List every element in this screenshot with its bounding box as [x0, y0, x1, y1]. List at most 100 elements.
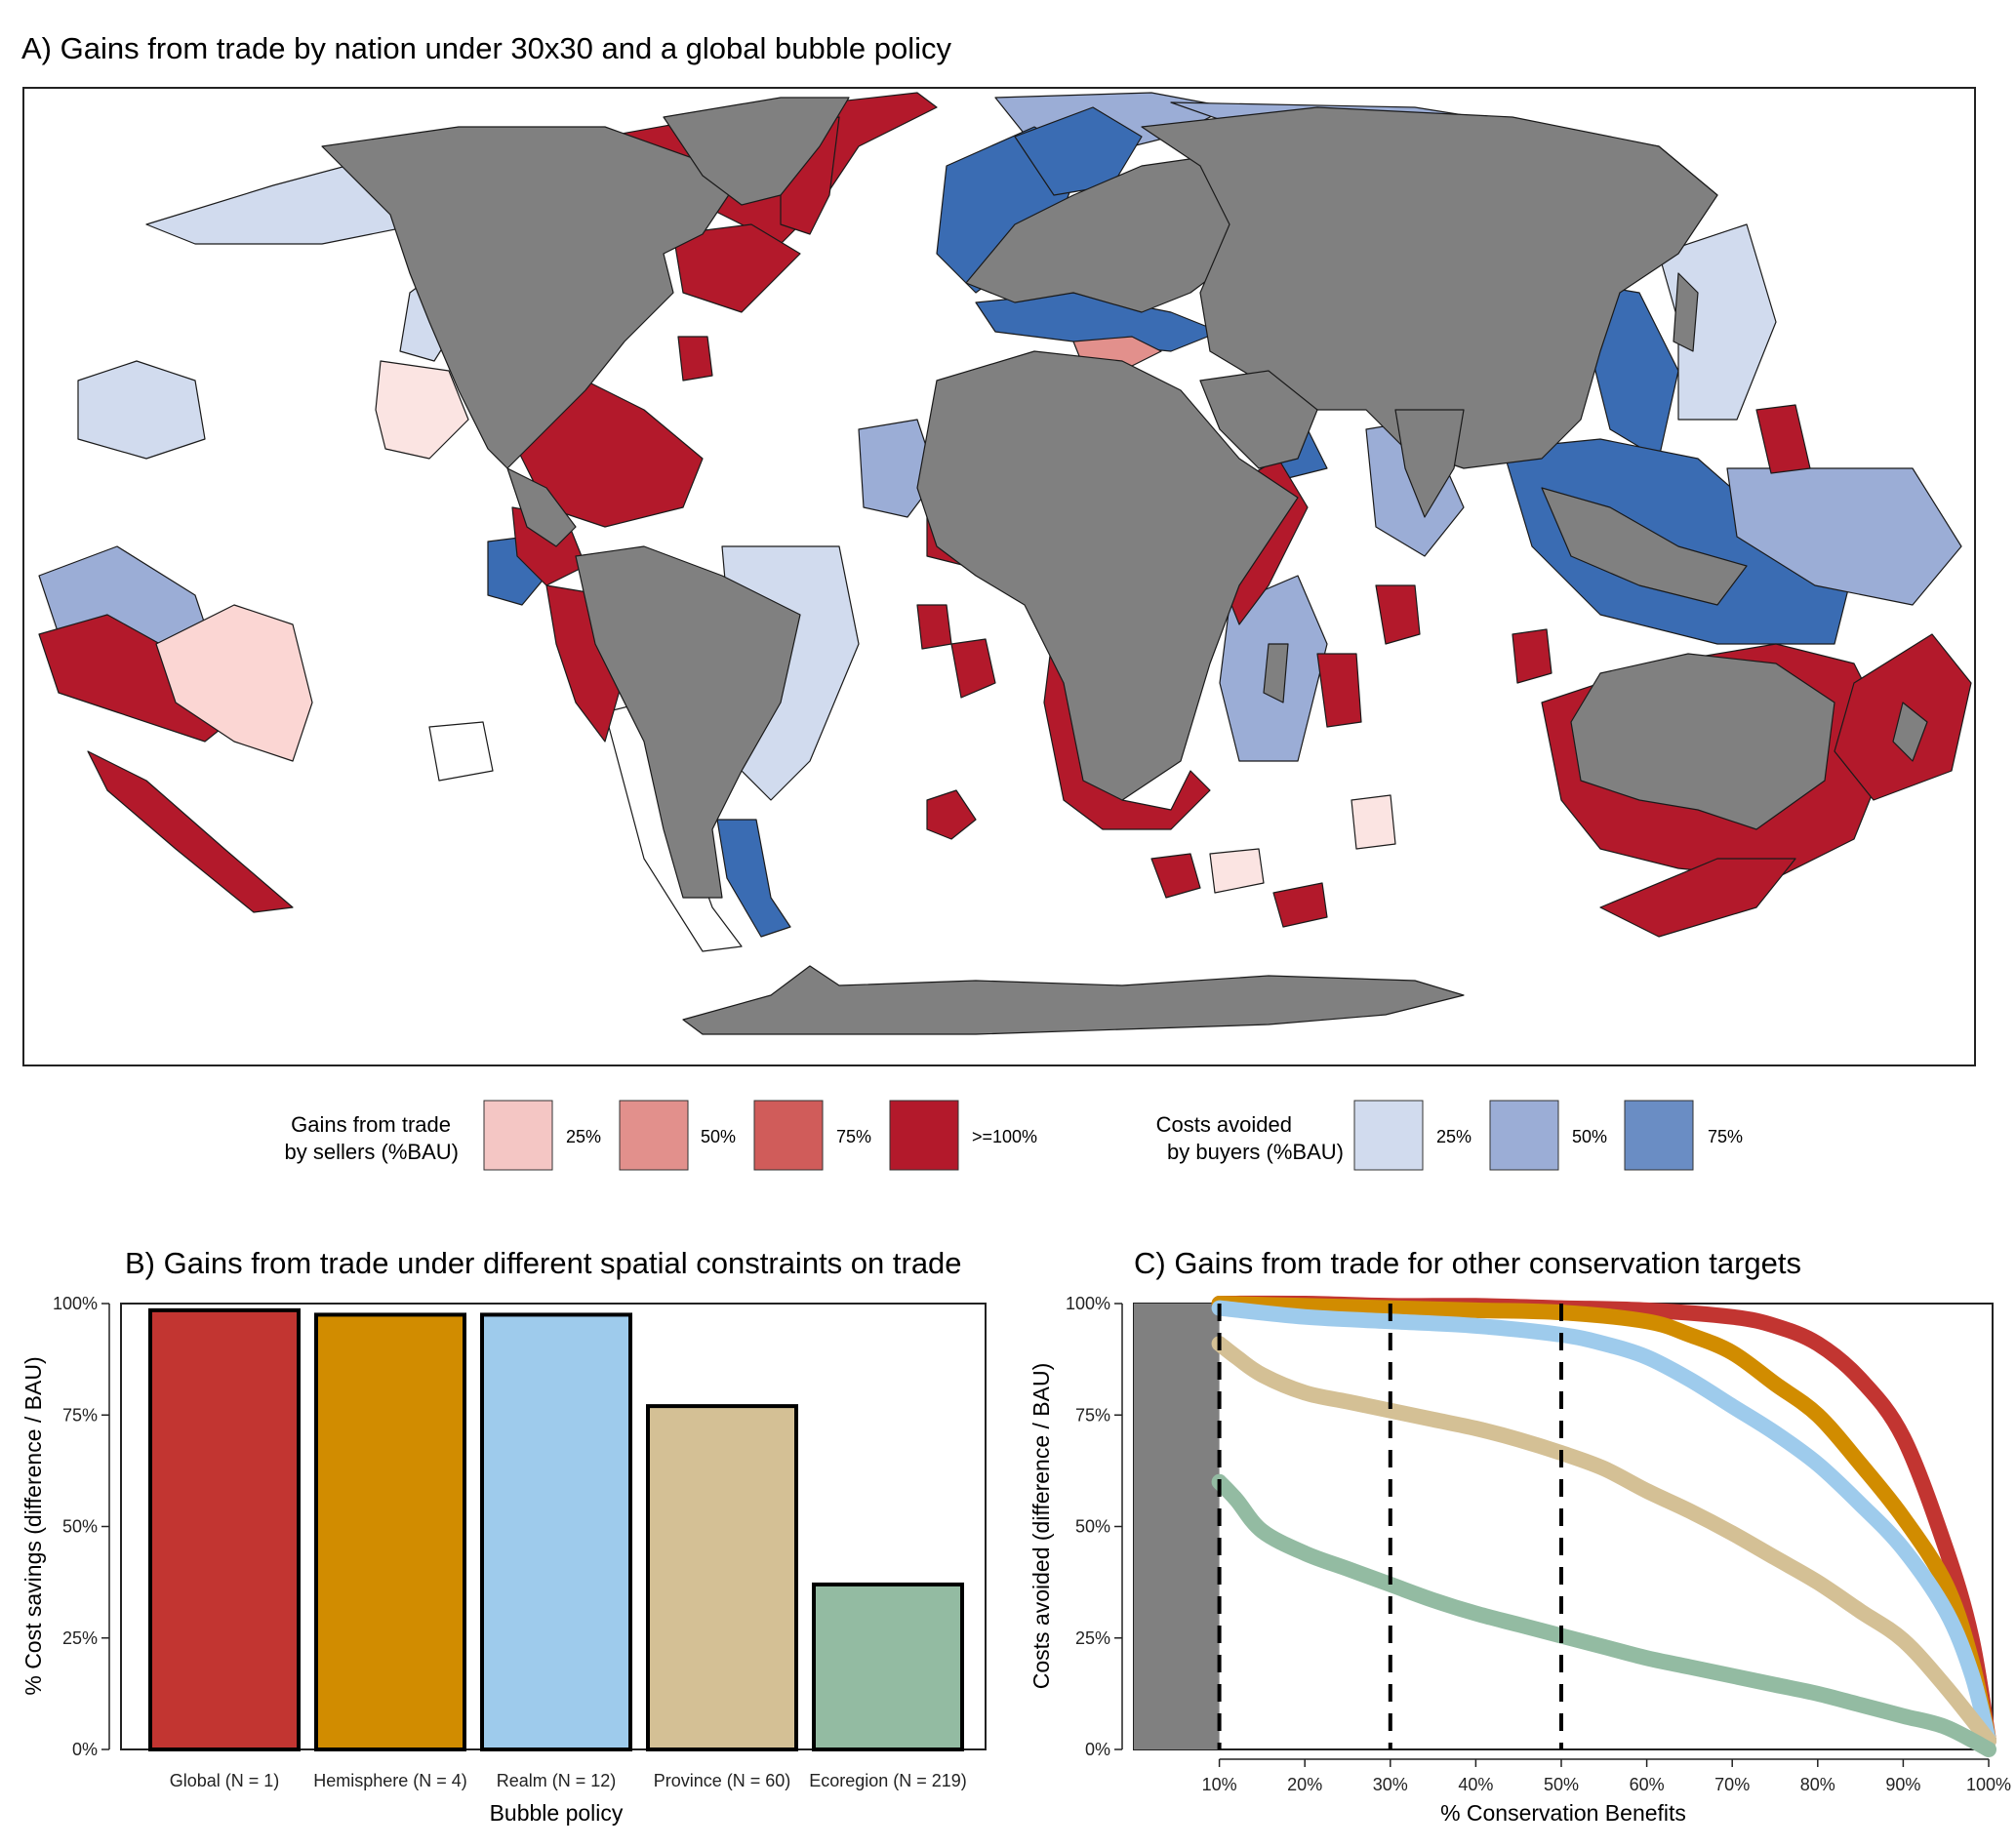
panel-c-y-tick-label: 75%	[1075, 1405, 1110, 1425]
panel-c-shaded-rect	[1134, 1304, 1220, 1749]
world-map	[38, 92, 1972, 1035]
panel-c-series	[1211, 1295, 1996, 1757]
eez-central-pacific-light	[375, 360, 469, 460]
land-southeast-asia-islands	[1541, 487, 1748, 606]
series-line-3	[1211, 1300, 1996, 1748]
bar-5	[812, 1582, 964, 1752]
panel-b-y-tick-label: 0%	[72, 1740, 98, 1759]
land-south-america	[575, 545, 801, 899]
eez-south-indian-light	[1351, 794, 1396, 850]
eez-french-polynesia	[155, 604, 313, 762]
panel-c-y-tick-label: 25%	[1075, 1628, 1110, 1648]
land-central-america	[506, 467, 577, 547]
eez-indian-islands-red-2	[1512, 628, 1552, 684]
bar-1	[148, 1307, 301, 1751]
legend-buyers-swatch-50	[1489, 1100, 1559, 1171]
eez-mid-atlantic-red	[677, 336, 713, 382]
panel-c-x-tick-label: 40%	[1458, 1775, 1493, 1794]
legend-sellers-swatch-100	[889, 1100, 959, 1171]
legend-buyers: Costs avoided by buyers (%BAU) 25% 50% 7…	[1156, 1100, 1743, 1171]
panel-c-x-tick-label: 10%	[1202, 1775, 1237, 1794]
panel-b-x-tick-label: Province (N = 60)	[654, 1771, 791, 1790]
panel-b-x-tick-label: Global (N = 1)	[170, 1771, 280, 1790]
panel-c-y-axis: 0% 25% 50% 75% 100%	[1066, 1294, 1123, 1759]
eez-indian-islands-red	[1375, 584, 1421, 645]
panel-c-x-tick-label: 70%	[1714, 1775, 1750, 1794]
eez-south-atlantic-white	[428, 721, 494, 782]
eez-southeast-asia	[1502, 438, 1855, 645]
eez-canada-east	[672, 223, 801, 313]
land-asia	[1141, 106, 1718, 469]
panel-b-y-tick-label: 50%	[62, 1517, 98, 1537]
eez-sub-antarctic-red	[1150, 853, 1201, 899]
bar-2	[314, 1312, 466, 1752]
panel-b-bars	[148, 1307, 964, 1752]
legend-buyers-label-50: 50%	[1572, 1127, 1607, 1146]
legend-sellers-title-1: Gains from trade	[291, 1112, 451, 1137]
eez-west-pacific	[1726, 467, 1962, 606]
panel-c-y-tick-label: 50%	[1075, 1517, 1110, 1537]
panel-c-x-axis: 10% 20% 30% 40% 50% 60% 70% 80% 90% 100%	[1202, 1758, 2011, 1794]
series-line-2	[1211, 1296, 1996, 1748]
legend-sellers-swatch-25	[483, 1100, 553, 1171]
legend-buyers-swatch-75	[1624, 1100, 1694, 1171]
legend-buyers-label-25: 25%	[1436, 1127, 1472, 1146]
eez-nz-south	[1599, 858, 1796, 938]
legend-sellers-swatch-50	[619, 1100, 689, 1171]
land-japan	[1673, 272, 1699, 352]
panel-a-title: A) Gains from trade by nation under 30x3…	[21, 31, 951, 65]
legend-buyers-swatch-25	[1353, 1100, 1424, 1171]
land-australia	[1570, 653, 1835, 830]
series-line-4	[1211, 1336, 1996, 1748]
legend-sellers-label-25: 25%	[566, 1127, 601, 1146]
panel-c-shaded-region	[1134, 1304, 1220, 1749]
eez-south-atlantic-3	[926, 789, 977, 840]
panel-c-x-tick-label: 90%	[1885, 1775, 1920, 1794]
eez-scandinavia	[1014, 106, 1143, 196]
legend-sellers-label-75: 75%	[836, 1127, 871, 1146]
eez-sub-antarctic-light	[1209, 848, 1265, 894]
land-arabia	[1199, 370, 1318, 469]
panel-b-x-axis: Global (N = 1) Hemisphere (N = 4) Realm (N…	[170, 1771, 967, 1790]
panel-b-xlabel: Bubble policy	[490, 1800, 624, 1826]
land-madagascar	[1263, 643, 1289, 703]
legend-buyers-title-2: by buyers (%BAU)	[1167, 1140, 1344, 1164]
panel-c-x-tick-label: 60%	[1630, 1775, 1665, 1794]
land-india	[1394, 409, 1465, 518]
panel-b-y-tick-label: 25%	[62, 1628, 98, 1648]
panel-c-x-tick-label: 100%	[1966, 1775, 2011, 1794]
legend-sellers-swatch-75	[753, 1100, 824, 1171]
eez-south-atlantic-islands	[916, 604, 952, 650]
eez-argentina	[716, 819, 791, 938]
legend-buyers-title-1: Costs avoided	[1156, 1112, 1292, 1137]
eez-pacific-band	[87, 750, 294, 913]
panel-c-x-tick-label: 80%	[1800, 1775, 1835, 1794]
land-africa	[916, 350, 1299, 801]
legend-buyers-label-75: 75%	[1708, 1127, 1743, 1146]
legend-sellers: Gains from trade by sellers (%BAU) 25% 5…	[285, 1100, 1037, 1171]
series-line-5	[1211, 1473, 1996, 1757]
panel-c-target-lines	[1217, 1304, 1563, 1749]
panel-c-ylabel: Costs avoided (difference / BAU)	[1028, 1363, 1054, 1690]
panel-c-x-tick-label: 30%	[1373, 1775, 1408, 1794]
land-greenland	[663, 97, 850, 206]
eez-sub-antarctic-red-2	[1272, 882, 1328, 928]
panel-c-y-tick-label: 100%	[1066, 1294, 1110, 1313]
legend-sellers-title-2: by sellers (%BAU)	[285, 1140, 459, 1164]
panel-b-y-tick-label: 75%	[62, 1405, 98, 1425]
panel-c-xlabel: % Conservation Benefits	[1440, 1800, 1686, 1826]
panel-c-title: C) Gains from trade for other conservati…	[1134, 1246, 1801, 1280]
panel-c-y-tick-label: 0%	[1085, 1740, 1110, 1759]
eez-south-atlantic-2	[950, 638, 996, 699]
panel-c-x-tick-label: 50%	[1544, 1775, 1579, 1794]
land-new-zealand	[1892, 702, 1928, 762]
panel-c-x-tick-label: 20%	[1287, 1775, 1322, 1794]
panel-b-title: B) Gains from trade under different spat…	[125, 1246, 962, 1280]
legend-sellers-label-50: 50%	[701, 1127, 736, 1146]
eez-mozambique-red	[1316, 653, 1362, 728]
panel-b-x-tick-label: Realm (N = 12)	[497, 1771, 617, 1790]
bar-4	[646, 1404, 798, 1751]
land-antarctica	[682, 965, 1465, 1035]
